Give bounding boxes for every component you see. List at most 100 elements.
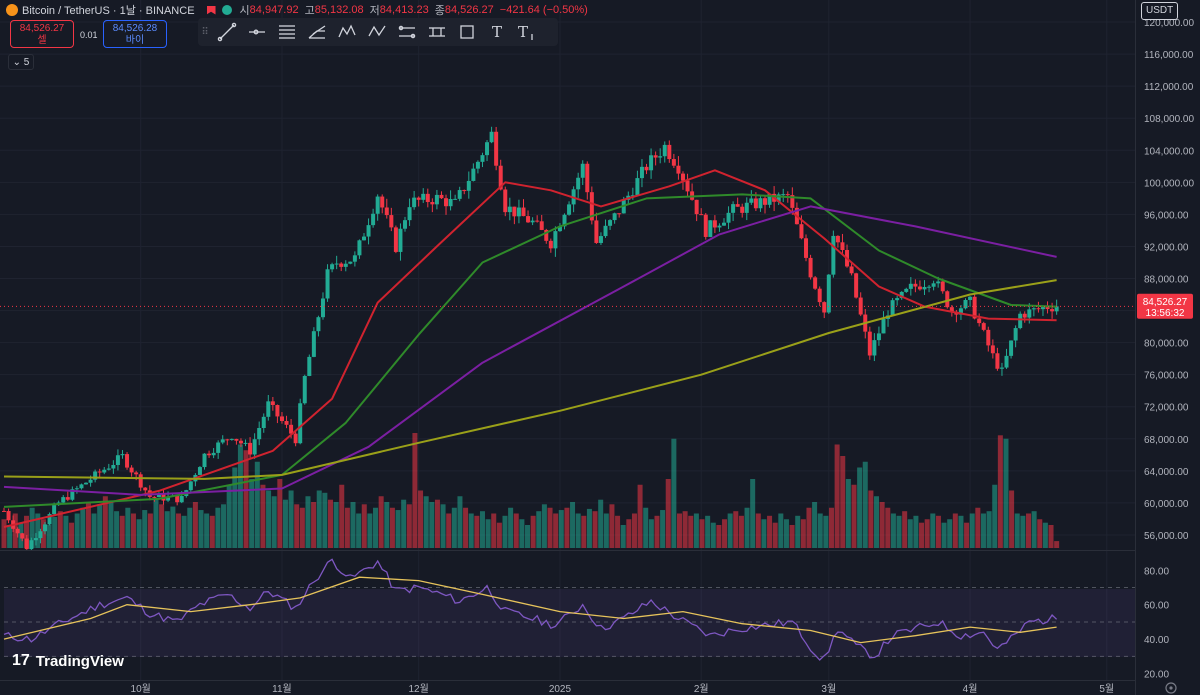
price-tick-label: 108,000.00 xyxy=(1144,114,1194,125)
candle-body xyxy=(1027,309,1032,318)
volume-bar xyxy=(451,507,457,548)
candle-body xyxy=(1004,355,1009,368)
volume-bar xyxy=(496,522,502,548)
candle-body xyxy=(380,196,385,208)
volume-bar xyxy=(840,456,846,548)
long-position-icon[interactable] xyxy=(392,20,422,44)
candle-body xyxy=(357,240,362,256)
horizontal-ray-icon[interactable] xyxy=(242,20,272,44)
volume-bar xyxy=(147,513,153,548)
candle-body xyxy=(289,424,294,434)
candle-body xyxy=(1040,307,1045,310)
candle-body xyxy=(726,212,731,223)
volume-bar xyxy=(755,513,761,548)
buy-price: 84,526.28 xyxy=(112,23,158,34)
volume-bar xyxy=(733,511,739,548)
volume-bar xyxy=(389,507,395,548)
volume-bar xyxy=(384,502,390,548)
candle-body xyxy=(225,439,230,441)
candle-body xyxy=(521,207,526,217)
volume-bar xyxy=(102,496,108,548)
price-tick-label: 72,000.00 xyxy=(1144,403,1189,414)
candle-body xyxy=(876,333,881,341)
volume-bar xyxy=(857,467,863,548)
volume-bar xyxy=(924,519,930,548)
sell-button[interactable]: 84,526.27 셀 xyxy=(10,20,74,48)
volume-bar xyxy=(676,513,682,548)
candle-body xyxy=(1050,309,1055,312)
candle-body xyxy=(658,156,663,158)
candle-body xyxy=(740,206,745,213)
candle-body xyxy=(33,538,38,541)
volume-bar xyxy=(919,522,925,548)
chevron-down-icon: ⌄ xyxy=(12,57,22,68)
pitchfork-icon[interactable] xyxy=(302,20,332,44)
fib-retracement-icon[interactable] xyxy=(272,20,302,44)
candle-body xyxy=(639,166,644,179)
candle-body xyxy=(826,274,831,313)
symbol-title[interactable]: Bitcoin / TetherUS · 1날 · BINANCE xyxy=(22,5,195,17)
text-icon[interactable]: T xyxy=(491,23,502,41)
candle-body xyxy=(544,229,549,241)
volume-bar xyxy=(558,510,564,548)
drag-handle-icon[interactable]: ⠿ xyxy=(201,26,209,38)
volume-bar xyxy=(598,499,604,548)
rsi-axis[interactable]: 20.00 40.00 60.00 80.00 xyxy=(1144,566,1169,680)
candle-body xyxy=(922,286,927,290)
price-axis[interactable]: 56,000.00 60,000.00 64,000.00 68,000.00 72,0… xyxy=(1144,18,1194,542)
indicators-toggle[interactable]: ⌄ 5 xyxy=(8,54,34,70)
xabcd-pattern-icon[interactable] xyxy=(332,20,362,44)
flag-icon[interactable] xyxy=(206,5,216,15)
candle-body xyxy=(43,524,48,532)
abcd-pattern-icon[interactable] xyxy=(362,20,392,44)
price-tick-label: 112,000.00 xyxy=(1144,82,1194,93)
candle-body xyxy=(503,189,508,213)
volume-bar xyxy=(581,515,587,548)
candle-body xyxy=(562,214,567,227)
candle-body xyxy=(462,190,467,192)
volume-bar xyxy=(305,496,311,548)
volume-bar xyxy=(603,513,609,548)
candle-body xyxy=(111,465,116,469)
volume-bar xyxy=(564,507,570,548)
buy-button[interactable]: 84,526.28 바이 xyxy=(103,20,167,48)
candle-body xyxy=(881,318,886,334)
candle-body xyxy=(958,308,963,315)
volume-bar xyxy=(1020,515,1026,548)
candle-body xyxy=(65,497,70,500)
candle-body xyxy=(375,196,380,214)
volume-bar xyxy=(868,490,874,548)
candle-body xyxy=(143,487,148,491)
candle-body xyxy=(831,235,836,275)
volume-bar xyxy=(975,507,981,548)
anchored-text-icon[interactable]: T xyxy=(517,23,533,41)
volume-bar xyxy=(192,502,198,548)
volume-bar xyxy=(46,525,52,548)
candle-body xyxy=(649,155,654,171)
volume-bar xyxy=(367,513,373,548)
volume-bar xyxy=(40,519,46,548)
trend-line-icon[interactable] xyxy=(212,20,242,44)
volume-bar xyxy=(671,438,677,548)
volume-bar xyxy=(688,515,694,548)
candle-body xyxy=(248,442,253,455)
candle-body xyxy=(986,329,991,346)
volume-bar xyxy=(12,513,18,548)
volume-bar xyxy=(727,513,733,548)
volume-bar xyxy=(710,522,716,548)
volume-bar xyxy=(299,507,305,548)
volume-bar xyxy=(812,502,818,548)
candle-body xyxy=(644,166,649,171)
price-tick-label: 56,000.00 xyxy=(1144,531,1189,542)
date-range-icon[interactable] xyxy=(422,20,452,44)
currency-button[interactable]: USDT xyxy=(1141,2,1179,20)
close-label: 종 xyxy=(434,5,445,17)
volume-bar xyxy=(282,499,288,548)
time-axis[interactable]: 10월 11월 12월 2025 2월 3월 4월 5월 xyxy=(131,683,1115,695)
rsi-tick-label: 80.00 xyxy=(1144,566,1169,577)
volume-bar xyxy=(902,511,908,548)
settings-icon[interactable] xyxy=(1165,682,1177,694)
candle-body xyxy=(238,440,243,444)
rectangle-icon[interactable] xyxy=(452,20,482,44)
